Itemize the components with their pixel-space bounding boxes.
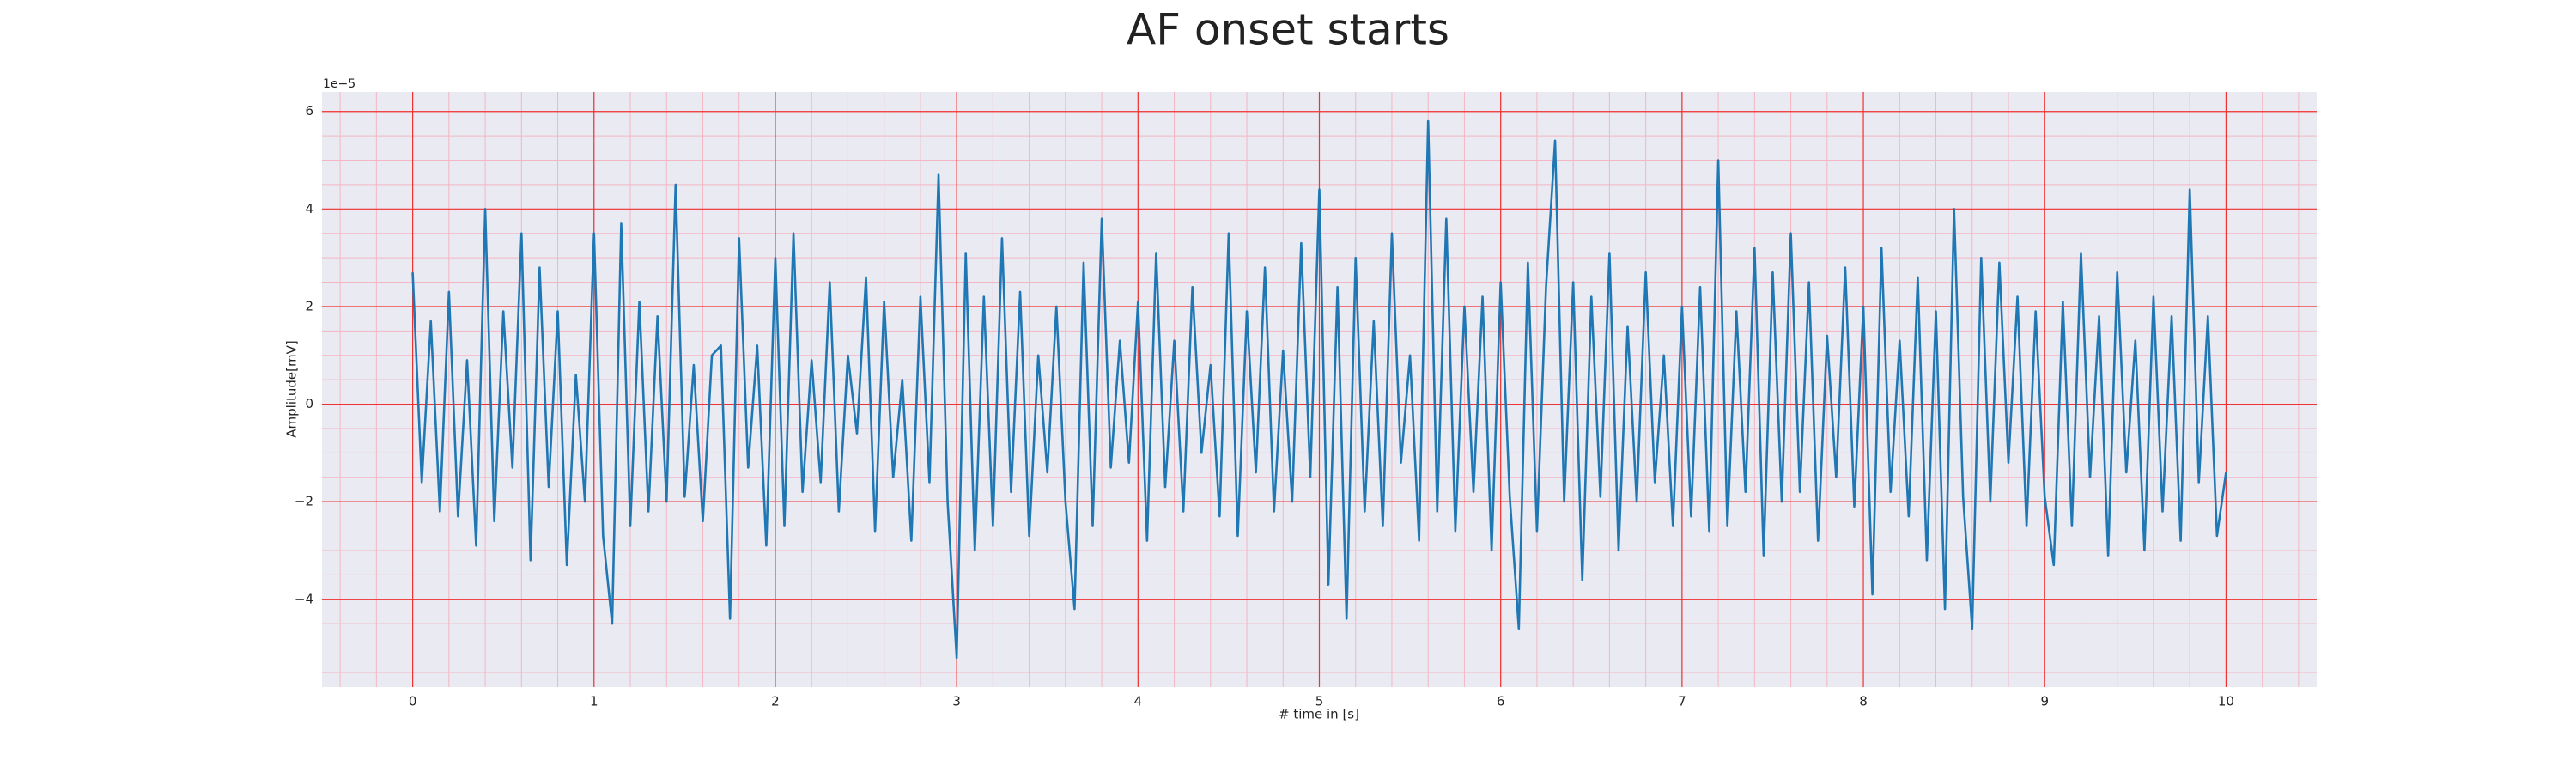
y-tick-label: 6 (305, 103, 313, 119)
x-tick-label: 10 (2218, 694, 2234, 709)
x-tick-label: 9 (2040, 694, 2049, 709)
y-tick-label: 0 (305, 396, 313, 411)
x-tick-label: 1 (590, 694, 598, 709)
x-tick-label: 4 (1134, 694, 1143, 709)
x-tick-label: 0 (409, 694, 417, 709)
y-tick-label: 4 (305, 201, 313, 216)
y-offset-label: 1e−5 (323, 77, 355, 91)
x-axis-label: # time in [s] (1279, 707, 1359, 722)
x-tick-label: 8 (1859, 694, 1868, 709)
x-tick-label: 3 (952, 694, 961, 709)
x-tick-label: 5 (1315, 694, 1324, 709)
y-axis-label: Amplitude[mV] (284, 340, 300, 437)
data-line (411, 119, 2227, 660)
y-tick-label: −4 (295, 591, 313, 606)
chart-title: AF onset starts (1127, 5, 1449, 55)
y-tick-label: −2 (295, 494, 313, 509)
x-tick-label: 2 (771, 694, 780, 709)
x-tick-label: 7 (1678, 694, 1686, 709)
y-tick-label: 2 (305, 298, 313, 313)
x-tick-label: 6 (1497, 694, 1505, 709)
